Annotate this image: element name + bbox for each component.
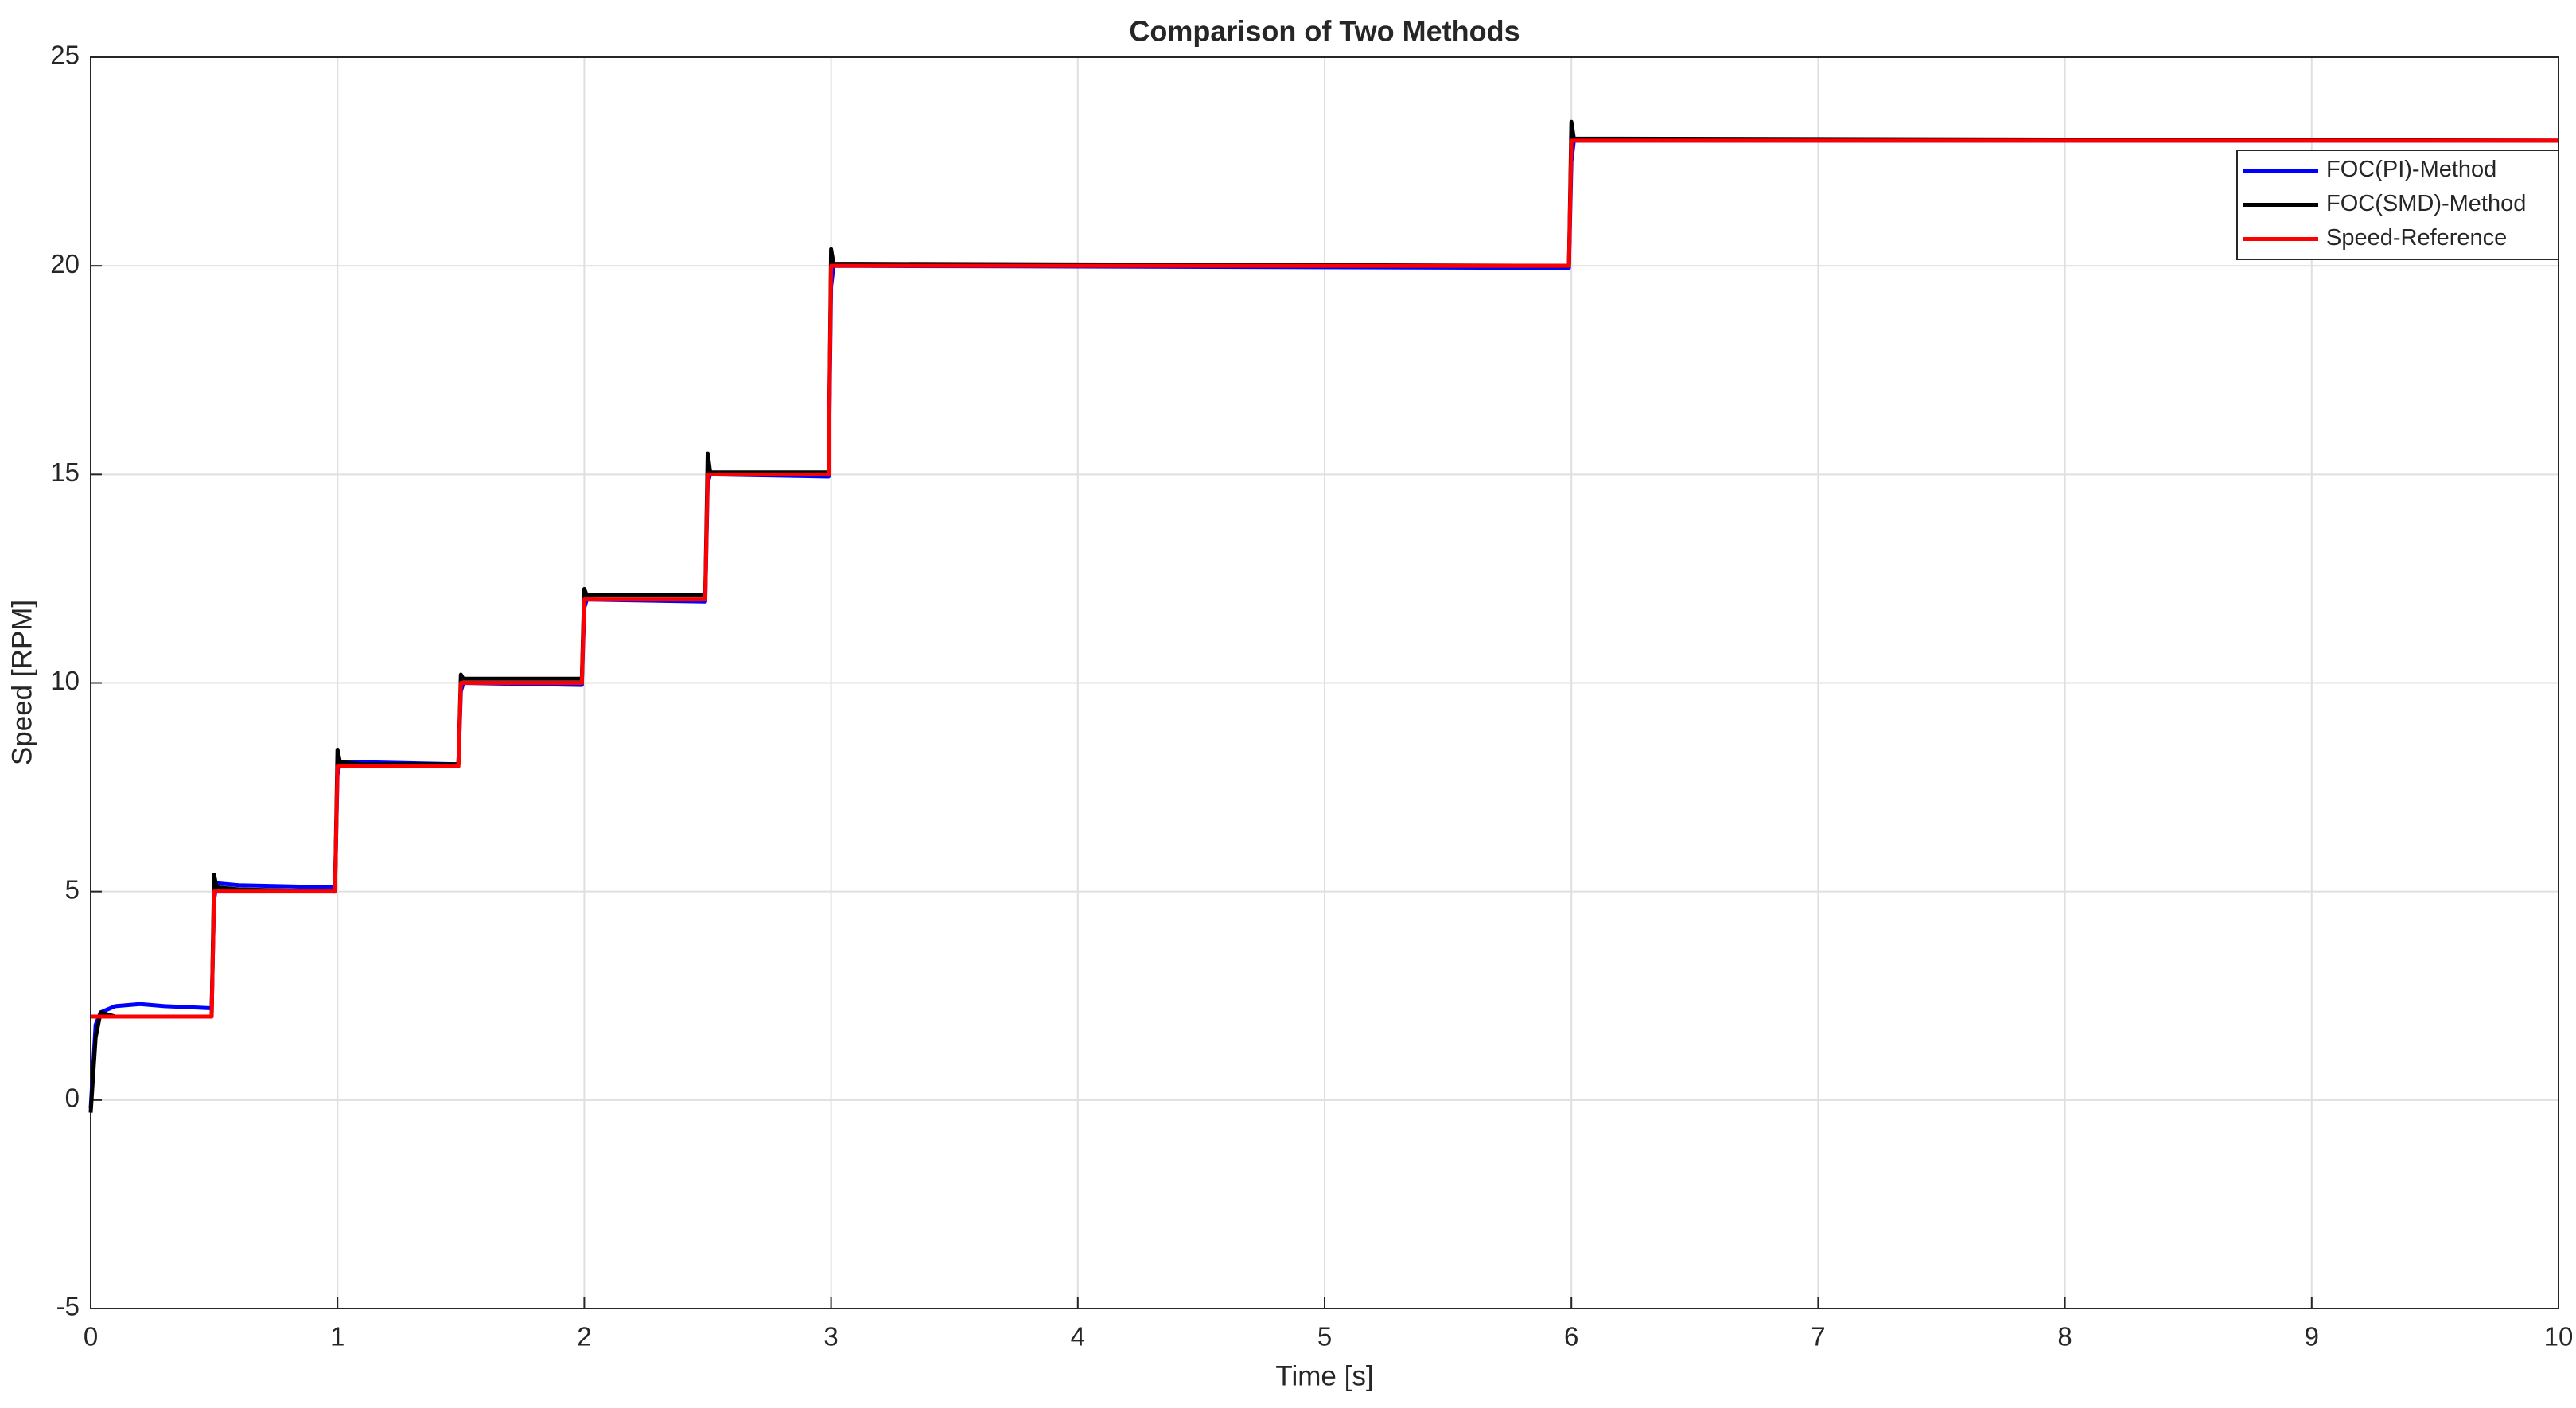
- y-tick-label: 15: [50, 457, 80, 487]
- y-axis-label: Speed [RPM]: [6, 600, 37, 765]
- x-tick-label: 5: [1317, 1322, 1332, 1352]
- y-tick-label: 20: [50, 249, 80, 278]
- x-tick-label: 3: [823, 1322, 838, 1352]
- y-tick-label: 5: [65, 874, 80, 904]
- x-axis-label: Time [s]: [1275, 1360, 1373, 1391]
- series-line: [91, 138, 2558, 1019]
- x-tick-label: 6: [1564, 1322, 1578, 1352]
- x-tick-label: 10: [2544, 1322, 2574, 1352]
- legend-label: Speed-Reference: [2326, 225, 2507, 251]
- x-tick-label: 7: [1811, 1322, 1825, 1352]
- chart-title: Comparison of Two Methods: [1129, 15, 1520, 48]
- y-tick-label: 10: [50, 666, 80, 695]
- legend-label: FOC(SMD)-Method: [2326, 191, 2526, 216]
- y-tick-label: -5: [56, 1292, 80, 1321]
- x-tick-label: 4: [1071, 1322, 1085, 1352]
- x-tick-label: 0: [84, 1322, 98, 1352]
- y-tick-label: 25: [50, 41, 80, 70]
- x-tick-label: 1: [330, 1322, 344, 1352]
- legend-label: FOC(PI)-Method: [2326, 157, 2496, 182]
- plot-frame: [90, 56, 2559, 1309]
- legend: FOC(PI)-Method FOC(SMD)-Method Speed-Refer…: [2236, 150, 2559, 260]
- y-tick-label: 0: [65, 1083, 80, 1113]
- x-tick-label: 9: [2305, 1322, 2319, 1352]
- x-tick-label: 8: [2057, 1322, 2072, 1352]
- x-tick-label: 2: [577, 1322, 591, 1352]
